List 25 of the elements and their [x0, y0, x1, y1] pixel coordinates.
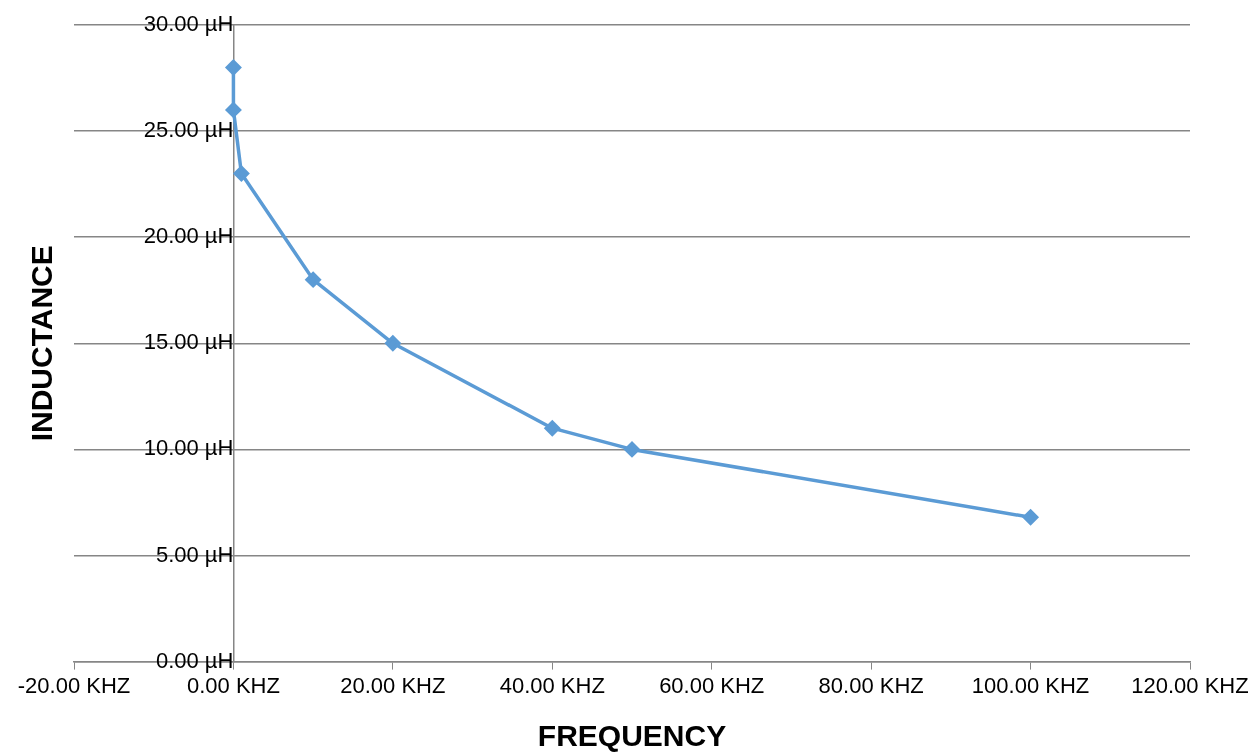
- point: [385, 335, 401, 352]
- x-tick-label: 0.00 KHZ: [186, 672, 280, 698]
- point: [624, 441, 640, 458]
- point: [233, 165, 250, 182]
- point: [1022, 509, 1039, 526]
- point: [225, 102, 242, 118]
- x-tick-label: 80.00 KHZ: [818, 672, 924, 698]
- x-tick-label: 60.00 KHZ: [659, 672, 765, 698]
- x-tick-label: 120.00 KHZ: [1131, 672, 1249, 698]
- x-tick-label: 20.00 KHZ: [340, 672, 446, 698]
- x-tick-label: 100.00 KHZ: [971, 672, 1090, 698]
- point: [225, 59, 242, 76]
- y-tick-label: 30.00 µH: [143, 11, 234, 37]
- y-tick-label: 0.00 µH: [155, 647, 234, 673]
- y-tick-label: 25.00 µH: [143, 117, 234, 143]
- y-tick-label: 10.00 µH: [143, 435, 234, 461]
- x-tick-label: 40.00 KHZ: [499, 672, 605, 698]
- y-tick-label: 20.00 µH: [143, 223, 234, 249]
- y-tick-label: 15.00 µH: [143, 329, 234, 355]
- x-tick-label: -20.00 KHZ: [17, 672, 131, 698]
- point: [305, 271, 321, 288]
- y-tick-label: 5.00 µH: [155, 541, 234, 567]
- point: [544, 420, 561, 436]
- x-axis-title: FREQUENCY: [537, 719, 727, 753]
- y-axis-title: INDUCTANCE: [25, 245, 59, 442]
